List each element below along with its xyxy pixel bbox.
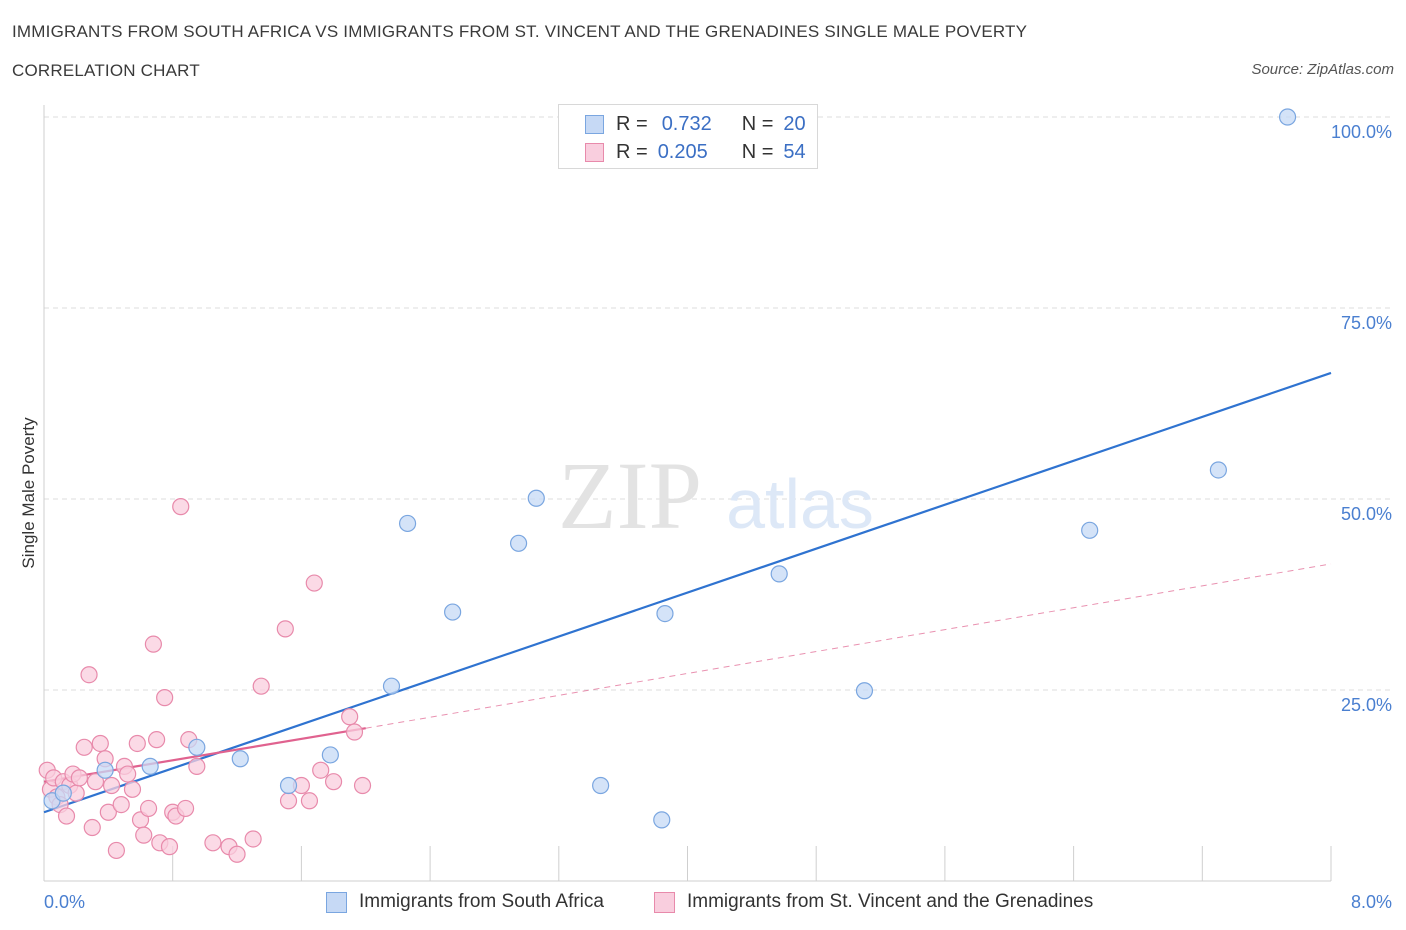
pink-point xyxy=(119,765,137,783)
pink-point xyxy=(99,803,117,821)
pink-point xyxy=(341,708,359,726)
legend-swatch-blue xyxy=(585,114,604,134)
blue-point xyxy=(770,565,788,583)
trend-lines xyxy=(43,371,1332,814)
pink-point xyxy=(345,723,364,741)
legend-r-value: 0.732 xyxy=(661,112,712,135)
legend-row-pink: R = 0.205 N = 54 xyxy=(585,139,806,165)
blue-point xyxy=(592,776,610,795)
pink-point xyxy=(188,757,206,776)
blue-point xyxy=(54,784,72,802)
stats-legend: R = 0.732 N = 20 R = 0.205 N = 54 xyxy=(558,104,818,169)
bottom-legend-blue: Immigrants from South Africa xyxy=(326,889,604,915)
blue-point xyxy=(509,534,528,552)
pink-point xyxy=(324,773,343,791)
blue-trend-line xyxy=(43,371,1332,814)
pink-point xyxy=(305,574,323,592)
blue-point xyxy=(653,811,671,829)
blue-point xyxy=(141,757,159,776)
blue-point xyxy=(398,514,417,533)
legend-r-label: R = xyxy=(616,112,648,135)
blue-point xyxy=(231,750,249,768)
pink-point xyxy=(123,780,142,798)
pink-point xyxy=(160,838,179,856)
y-axis-label: Single Male Poverty xyxy=(19,417,38,569)
blue-point xyxy=(382,677,401,695)
pink-point xyxy=(204,834,222,852)
legend-n-value: 54 xyxy=(783,140,806,163)
pink-point xyxy=(252,677,270,695)
legend-swatch-pink xyxy=(585,142,604,162)
pink-point xyxy=(80,666,98,684)
source-label: Source: ZipAtlas.com xyxy=(1251,61,1394,78)
pink-point xyxy=(244,830,262,848)
chart-title-line1: IMMIGRANTS FROM SOUTH AFRICA VS IMMIGRAN… xyxy=(12,22,1028,41)
pink-point xyxy=(70,769,88,787)
blue-point xyxy=(1278,108,1297,126)
pink-trend-extension xyxy=(365,563,1332,729)
bottom-legend-label-blue: Immigrants from South Africa xyxy=(359,891,604,912)
blue-point xyxy=(321,746,339,764)
blue-point xyxy=(855,682,874,700)
pink-point xyxy=(75,738,93,756)
pink-point xyxy=(276,620,294,638)
watermark-atlas: atlas xyxy=(726,465,874,543)
pink-point xyxy=(86,773,105,791)
axes xyxy=(43,105,1332,882)
pink-point xyxy=(148,731,166,749)
y-tick-label: 50.0% xyxy=(1341,504,1392,524)
pink-point xyxy=(176,799,195,818)
pink-point xyxy=(135,826,153,844)
bottom-legend-swatch-blue xyxy=(326,891,347,913)
x-tick-label: 8.0% xyxy=(1351,892,1392,912)
data-points xyxy=(38,108,1297,863)
watermark-zip: ZIP xyxy=(558,442,702,549)
blue-point xyxy=(188,738,206,756)
legend-n-value: 20 xyxy=(783,112,806,135)
bottom-legend-label-pink: Immigrants from St. Vincent and the Gren… xyxy=(687,891,1094,912)
chart-title-line2: CORRELATION CHART xyxy=(12,61,200,80)
pink-point xyxy=(102,776,121,795)
pink-point xyxy=(156,689,174,707)
blue-point xyxy=(1209,461,1227,479)
pink-point xyxy=(228,845,246,863)
blue-point xyxy=(96,761,114,779)
pink-point xyxy=(353,776,372,795)
grid xyxy=(44,116,1392,691)
blue-point xyxy=(1081,521,1099,539)
pink-point xyxy=(83,818,101,837)
legend-row-blue: R = 0.732 N = 20 xyxy=(585,111,806,137)
x-tick-label: 0.0% xyxy=(44,892,85,912)
pink-point xyxy=(107,841,125,860)
y-tick-label: 25.0% xyxy=(1341,695,1392,715)
pink-point xyxy=(128,734,146,753)
bottom-legend-pink: Immigrants from St. Vincent and the Gren… xyxy=(654,889,1093,915)
pink-point xyxy=(139,799,158,818)
pink-point xyxy=(172,498,190,516)
legend-n-label: N = xyxy=(741,112,774,135)
legend-r-label: R = xyxy=(616,140,648,163)
pink-point xyxy=(312,761,330,779)
pink-point xyxy=(279,792,298,810)
pink-point xyxy=(57,807,76,825)
bottom-legend-swatch-pink xyxy=(654,891,675,913)
blue-point xyxy=(527,489,545,507)
pink-point xyxy=(91,734,109,753)
pink-point xyxy=(112,795,130,814)
blue-point xyxy=(444,603,462,621)
y-tick-label: 100.0% xyxy=(1331,122,1392,142)
blue-point xyxy=(656,604,674,623)
tick-labels: 25.0% 50.0% 75.0% 100.0% 0.0% 8.0% xyxy=(44,122,1392,912)
y-tick-label: 75.0% xyxy=(1341,313,1392,333)
pink-point xyxy=(144,635,162,653)
legend-n-label: N = xyxy=(741,140,774,163)
pink-point xyxy=(300,792,319,810)
blue-point xyxy=(279,776,298,795)
legend-r-value: 0.205 xyxy=(657,140,708,163)
